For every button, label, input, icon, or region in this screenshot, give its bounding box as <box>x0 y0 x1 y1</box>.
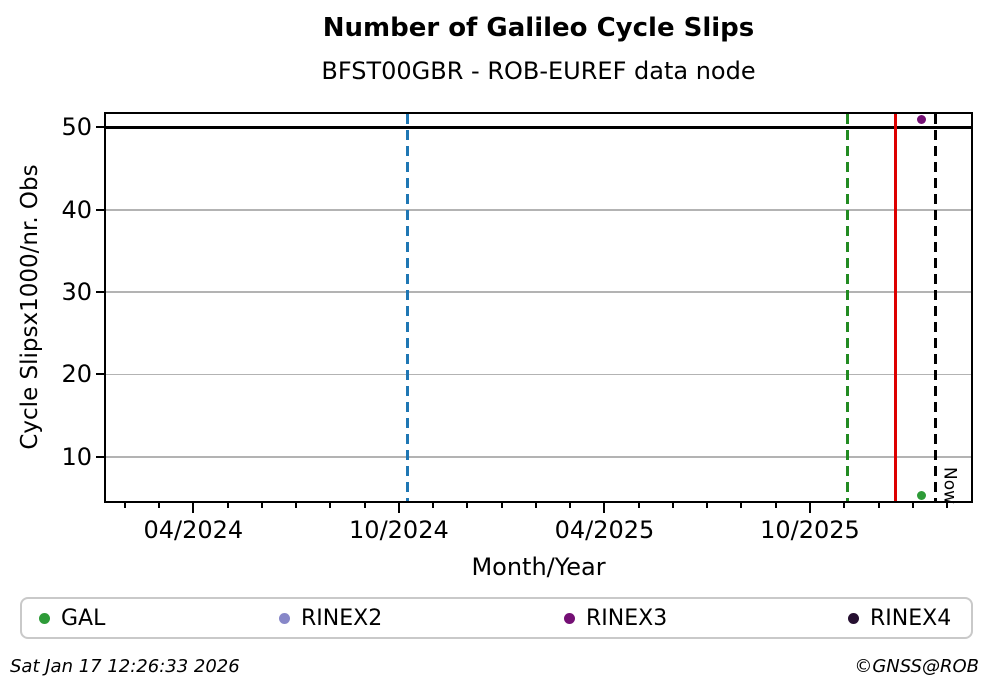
y-tick-label: 50 <box>61 113 92 142</box>
x-tick-label: 10/2024 <box>349 516 449 544</box>
x-tick-minor <box>295 503 298 508</box>
x-tick-label: 10/2025 <box>760 516 860 544</box>
x-tick-minor <box>637 503 640 508</box>
plot-timestamp: Sat Jan 17 12:26:33 2026 <box>10 656 240 677</box>
x-tick-minor <box>706 503 709 508</box>
chart-subtitle: BFST00GBR - ROB-EUREF data node <box>321 57 756 85</box>
legend-dot-rinex3 <box>564 612 575 624</box>
x-tick-minor <box>534 503 537 508</box>
x-tick-minor <box>500 503 503 508</box>
x-tick-minor <box>740 503 743 508</box>
x-tick-minor <box>158 503 161 508</box>
legend-item-rinex4: RINEX4 <box>848 599 951 637</box>
threshold-line-50 <box>106 126 971 129</box>
plot-area: Now <box>104 112 973 505</box>
x-tick-minor <box>226 503 229 508</box>
x-tick-minor <box>569 503 572 508</box>
legend-box: GAL RINEX2 RINEX3 RINEX4 <box>20 597 973 639</box>
x-tick-minor <box>123 503 126 508</box>
y-tick <box>96 126 104 129</box>
legend-label: RINEX3 <box>586 605 668 631</box>
x-tick-minor <box>774 503 777 508</box>
x-tick-minor <box>466 503 469 508</box>
x-tick-major <box>397 503 400 513</box>
y-gridline <box>106 291 971 293</box>
vline-green-event <box>846 114 850 501</box>
x-tick-minor <box>911 503 914 508</box>
x-tick-minor <box>843 503 846 508</box>
y-gridline <box>106 456 971 458</box>
copyright-text: ©GNSS@ROB <box>854 656 979 677</box>
y-tick <box>96 290 104 293</box>
legend-dot-rinex4 <box>848 612 859 624</box>
vline-blue-event <box>406 114 410 501</box>
x-tick-label: 04/2025 <box>554 516 655 544</box>
x-tick-minor <box>329 503 332 508</box>
y-gridline <box>106 209 971 211</box>
vline-now <box>934 114 938 501</box>
chart-title: Number of Galileo Cycle Slips <box>322 13 755 43</box>
legend-label: GAL <box>61 605 106 631</box>
legend-label: RINEX2 <box>301 605 383 631</box>
legend-dot-gal <box>39 612 50 624</box>
legend-item-rinex3: RINEX3 <box>564 599 667 637</box>
x-tick-minor <box>363 503 366 508</box>
y-gridline <box>106 373 971 376</box>
y-axis-label: Cycle Slipsx1000/nr. Obs <box>17 164 43 450</box>
x-tick-minor <box>260 503 263 508</box>
y-tick <box>96 455 104 458</box>
y-tick <box>96 373 104 376</box>
x-tick-minor <box>671 503 674 508</box>
x-tick-minor <box>877 503 880 508</box>
legend-label: RINEX4 <box>870 605 952 631</box>
data-point-gal <box>916 490 926 500</box>
data-point-rinex3 <box>916 115 926 125</box>
vline-red-event <box>894 114 898 501</box>
now-label-text: Now <box>939 467 960 505</box>
x-tick-label: 04/2024 <box>143 516 244 544</box>
x-tick-minor <box>432 503 435 508</box>
x-tick-major <box>192 503 195 513</box>
legend-item-gal: GAL <box>39 599 105 637</box>
x-tick-major <box>603 503 606 513</box>
legend-item-rinex2: RINEX2 <box>279 599 382 637</box>
legend-dot-rinex2 <box>279 612 290 624</box>
x-tick-major <box>808 503 811 513</box>
x-axis-label: Month/Year <box>471 553 606 581</box>
y-tick <box>96 208 104 211</box>
